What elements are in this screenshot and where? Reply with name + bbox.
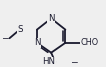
Text: −: − <box>1 34 8 43</box>
Text: N: N <box>48 14 54 23</box>
Text: N: N <box>34 38 40 47</box>
Text: N: N <box>34 38 40 47</box>
Text: S: S <box>17 25 22 34</box>
Text: S: S <box>17 25 22 34</box>
Text: CHO: CHO <box>81 38 99 47</box>
Text: N: N <box>48 14 54 23</box>
Text: HN: HN <box>42 57 55 66</box>
Text: −: − <box>70 57 78 66</box>
